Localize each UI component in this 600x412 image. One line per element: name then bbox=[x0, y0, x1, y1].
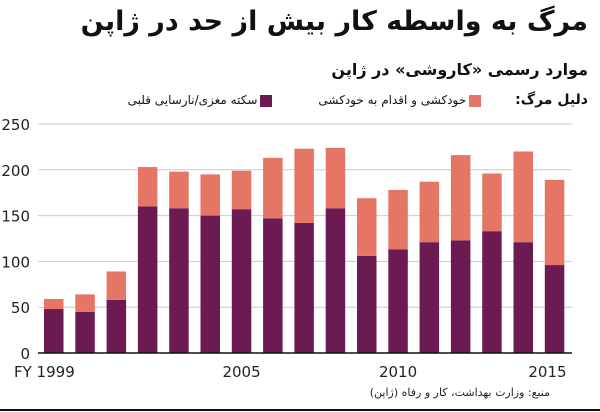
bar-stroke-2002 bbox=[137, 206, 158, 353]
bar-suicide-2010 bbox=[388, 189, 408, 250]
bar-stroke-2006 bbox=[263, 218, 283, 353]
x-tick-label: 2005 bbox=[222, 363, 260, 381]
y-tick-label: 100 bbox=[1, 253, 30, 271]
bar-suicide-1999 bbox=[44, 298, 64, 310]
bar-stroke-2012 bbox=[450, 240, 471, 353]
legend: دلیل مرگ: خودکشی و اقدام به خودکشی سکته … bbox=[8, 90, 588, 110]
bar-suicide-2007 bbox=[294, 148, 314, 223]
bar-stroke-2000 bbox=[75, 311, 95, 353]
bar-suicide-2005 bbox=[231, 170, 252, 210]
bar-stroke-2005 bbox=[231, 209, 252, 353]
bar-stroke-1999 bbox=[44, 309, 64, 353]
bar-stroke-2010 bbox=[388, 249, 408, 353]
bar-stroke-2001 bbox=[106, 299, 127, 353]
bar-suicide-2012 bbox=[450, 155, 471, 241]
y-tick-label: 50 bbox=[11, 299, 30, 317]
y-tick-label: 200 bbox=[1, 162, 30, 180]
bar-stroke-2003 bbox=[169, 208, 189, 353]
bar-suicide-2004 bbox=[200, 174, 220, 216]
bar-stroke-2015 bbox=[544, 265, 565, 353]
chart-title: مرگ به واسطه کار بیش از حد در ژاپن bbox=[80, 6, 588, 37]
bar-suicide-2009 bbox=[357, 198, 377, 256]
x-tick-label: 2010 bbox=[379, 363, 417, 381]
bar-stroke-2011 bbox=[419, 242, 440, 353]
bar-suicide-2001 bbox=[106, 271, 127, 300]
legend-item-suicide: خودکشی و اقدام به خودکشی bbox=[318, 93, 482, 107]
source-note: منبع: وزارت بهداشت، کار و رفاه (ژاپن) bbox=[369, 386, 550, 399]
bar-stroke-2009 bbox=[357, 255, 377, 353]
x-tick-label: 2015 bbox=[528, 363, 566, 381]
bar-stroke-2004 bbox=[200, 215, 220, 353]
bar-stroke-2014 bbox=[513, 242, 533, 353]
bar-stroke-2007 bbox=[294, 222, 314, 353]
chart-subtitle: موارد رسمی «کاروشی» در ژاپن bbox=[331, 60, 588, 79]
bar-suicide-2011 bbox=[419, 181, 440, 243]
bar-suicide-2006 bbox=[263, 157, 283, 219]
legend-label: دلیل مرگ: bbox=[515, 92, 588, 108]
x-tick-label: FY 1999 bbox=[14, 363, 75, 381]
y-tick-label: 150 bbox=[1, 208, 30, 226]
legend-swatch bbox=[260, 94, 273, 107]
bar-suicide-2015 bbox=[544, 179, 565, 266]
y-tick-label: 0 bbox=[20, 345, 30, 363]
bar-stroke-2008 bbox=[325, 208, 346, 353]
legend-swatch bbox=[469, 94, 482, 107]
bar-suicide-2000 bbox=[75, 294, 95, 312]
y-tick-label: 250 bbox=[1, 116, 30, 134]
bar-suicide-2002 bbox=[137, 167, 158, 207]
legend-text: سکته مغزی/نارسایی قلبی bbox=[127, 93, 258, 107]
bar-suicide-2013 bbox=[482, 173, 502, 232]
legend-item-stroke: سکته مغزی/نارسایی قلبی bbox=[128, 93, 273, 107]
bar-suicide-2003 bbox=[169, 171, 189, 209]
bar-suicide-2008 bbox=[325, 147, 346, 209]
legend-text: خودکشی و اقدام به خودکشی bbox=[318, 93, 467, 107]
bottom-rule bbox=[0, 409, 600, 411]
bar-suicide-2014 bbox=[513, 151, 533, 243]
bar-stroke-2013 bbox=[482, 231, 502, 353]
